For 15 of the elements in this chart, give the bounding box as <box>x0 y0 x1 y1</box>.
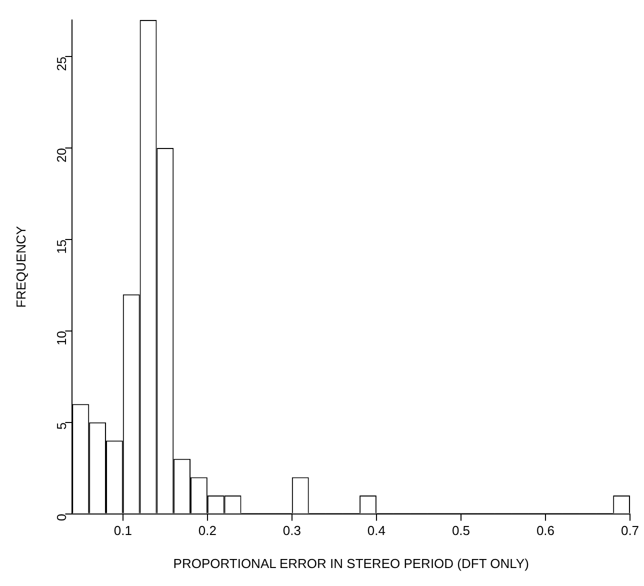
x-tick-label: 0.6 <box>536 523 555 538</box>
y-tick-label: 20 <box>54 148 69 162</box>
x-tick-label: 0.2 <box>198 523 216 538</box>
x-tick-label: 0.5 <box>452 523 470 538</box>
y-tick-label: 25 <box>54 56 69 72</box>
x-tick-label: 0.3 <box>282 523 301 538</box>
x-tick-label: 0.7 <box>620 523 640 538</box>
x-axis-title: PROPORTIONAL ERROR IN STEREO PERIOD (DFT ONLY) <box>173 556 529 571</box>
y-tick-label: 15 <box>54 239 69 254</box>
y-axis-title: FREQUENCY <box>13 226 28 308</box>
x-tick-label: 0.4 <box>367 523 386 538</box>
y-tick-label: 10 <box>54 330 69 346</box>
y-tick-label: 0 <box>54 514 69 522</box>
y-tick-label: 5 <box>54 422 69 430</box>
x-tick-label: 0.1 <box>114 523 132 538</box>
